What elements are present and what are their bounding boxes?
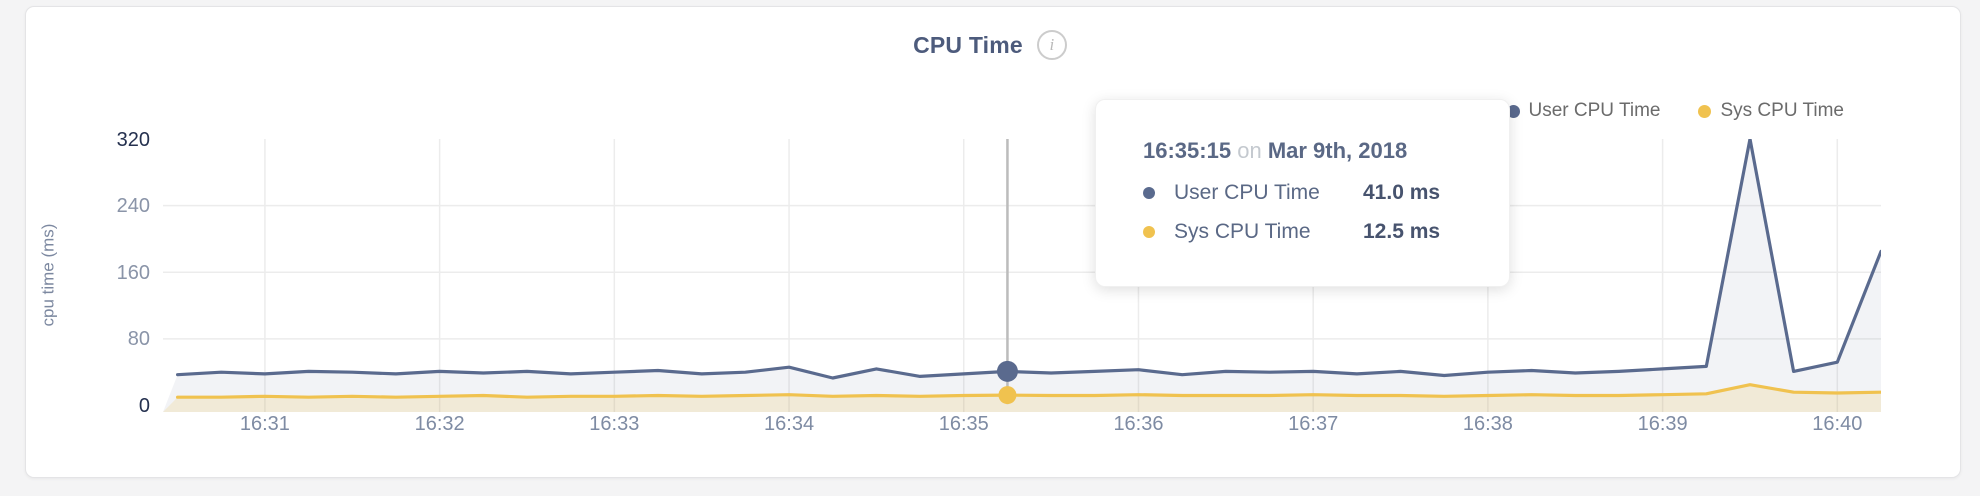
x-tick-label-16:32: 16:32	[414, 413, 465, 435]
tooltip-time: 16:35:15	[1143, 138, 1232, 163]
hover-point-user	[996, 360, 1018, 382]
chart-card	[25, 6, 1961, 478]
y-tick-label-240: 240	[116, 195, 150, 218]
series-line-sys	[176, 383, 1881, 399]
y-tick-label-320: 320	[116, 128, 150, 151]
x-tick-label-16:36: 16:36	[1113, 413, 1164, 435]
tooltip-connector: on	[1237, 138, 1262, 163]
y-tick-label-80: 80	[127, 328, 150, 351]
x-tick-label-16:40: 16:40	[1812, 413, 1863, 435]
x-tick-label-16:37: 16:37	[1288, 413, 1339, 435]
y-axis-title: cpu time (ms)	[38, 223, 57, 327]
y-tick-label-160: 160	[116, 261, 150, 284]
legend-label-sys: Sys CPU Time	[1720, 100, 1844, 121]
chart-header: CPU Time i	[0, 30, 1980, 60]
tooltip-user-label: User CPU Time	[1174, 181, 1320, 204]
info-icon[interactable]: i	[1036, 30, 1067, 60]
tooltip-user-value: 41.0 ms	[1363, 181, 1441, 204]
legend-dot-sys-icon	[1698, 104, 1712, 118]
x-tick-label-16:38: 16:38	[1462, 413, 1513, 435]
tooltip-sys-label: Sys CPU Time	[1174, 220, 1311, 243]
legend: User CPU Time Sys CPU Time	[1506, 100, 1844, 122]
chart-title: CPU Time	[913, 31, 1023, 58]
hover-tooltip: 16:35:15 on Mar 9th, 2018 User CPU Time …	[1095, 99, 1510, 287]
x-tick-label-16:39: 16:39	[1637, 413, 1688, 435]
tooltip-user-dot-icon	[1143, 187, 1155, 199]
tooltip-row-user: User CPU Time 41.0 ms	[1143, 178, 1509, 208]
x-tick-label-16:35: 16:35	[938, 413, 989, 435]
legend-label-user: User CPU Time	[1528, 100, 1661, 121]
hover-point-sys	[998, 386, 1017, 405]
legend-item-sys-cpu-time[interactable]: Sys CPU Time	[1698, 100, 1844, 122]
tooltip-date: Mar 9th, 2018	[1267, 138, 1408, 163]
y-tick-label-0: 0	[138, 395, 150, 417]
tooltip-row-sys: Sys CPU Time 12.5 ms	[1143, 217, 1509, 247]
legend-item-user-cpu-time[interactable]: User CPU Time	[1506, 100, 1661, 122]
series-area-sys	[163, 384, 1881, 412]
tooltip-timestamp: 16:35:15 on Mar 9th, 2018	[1143, 138, 1509, 164]
tooltip-sys-value: 12.5 ms	[1363, 220, 1441, 243]
x-tick-label-16:31: 16:31	[239, 413, 290, 435]
series-area-user	[163, 139, 1881, 412]
plot-area[interactable]	[163, 139, 1881, 413]
x-tick-label-16:34: 16:34	[764, 413, 815, 435]
tooltip-sys-dot-icon	[1143, 226, 1155, 238]
series-line-user	[176, 139, 1881, 380]
x-tick-label-16:33: 16:33	[589, 413, 640, 435]
